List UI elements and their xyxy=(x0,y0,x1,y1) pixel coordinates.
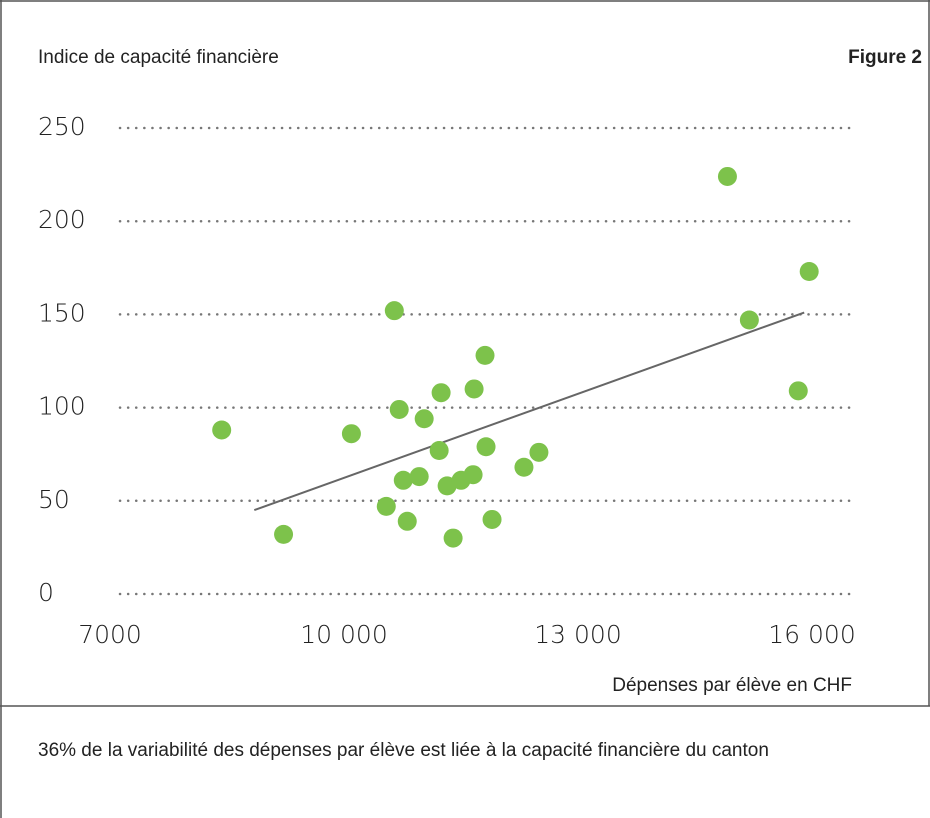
x-axis-label: Dépenses par élève en CHF xyxy=(612,675,852,696)
x-tick-label: 10 000 xyxy=(300,620,387,649)
y-tick-label: 100 xyxy=(38,392,86,421)
y-tick-label: 0 xyxy=(38,578,54,607)
figure-label: Figure 2 xyxy=(848,47,922,68)
y-tick-label: 50 xyxy=(38,485,70,514)
point xyxy=(739,310,759,330)
point xyxy=(397,511,417,531)
point xyxy=(529,442,549,462)
point xyxy=(464,379,484,399)
x-tick-label: 13 000 xyxy=(534,620,621,649)
point xyxy=(482,509,502,529)
point xyxy=(409,467,429,487)
point xyxy=(475,345,495,365)
x-tick-label: 7000 xyxy=(78,620,142,649)
point xyxy=(431,383,451,403)
point xyxy=(799,262,819,282)
point xyxy=(393,470,413,490)
point xyxy=(389,399,409,419)
point xyxy=(414,409,434,429)
point xyxy=(212,420,232,440)
y-tick-label: 250 xyxy=(38,112,86,141)
point xyxy=(429,440,449,460)
point xyxy=(341,424,361,444)
point xyxy=(514,457,534,477)
y-tick-label: 200 xyxy=(38,205,86,234)
point xyxy=(443,528,463,548)
point xyxy=(274,524,294,544)
point xyxy=(376,496,396,516)
point xyxy=(788,381,808,401)
point xyxy=(384,301,404,321)
point xyxy=(476,437,496,457)
footnote: 36% de la variabilité des dépenses par é… xyxy=(38,740,769,761)
x-tick-label: 16 000 xyxy=(768,620,855,649)
y-tick-label: 150 xyxy=(38,298,86,327)
point xyxy=(463,465,483,485)
point xyxy=(717,166,737,186)
y-axis-label: Indice de capacité financière xyxy=(38,47,279,68)
trend-line xyxy=(253,311,805,512)
